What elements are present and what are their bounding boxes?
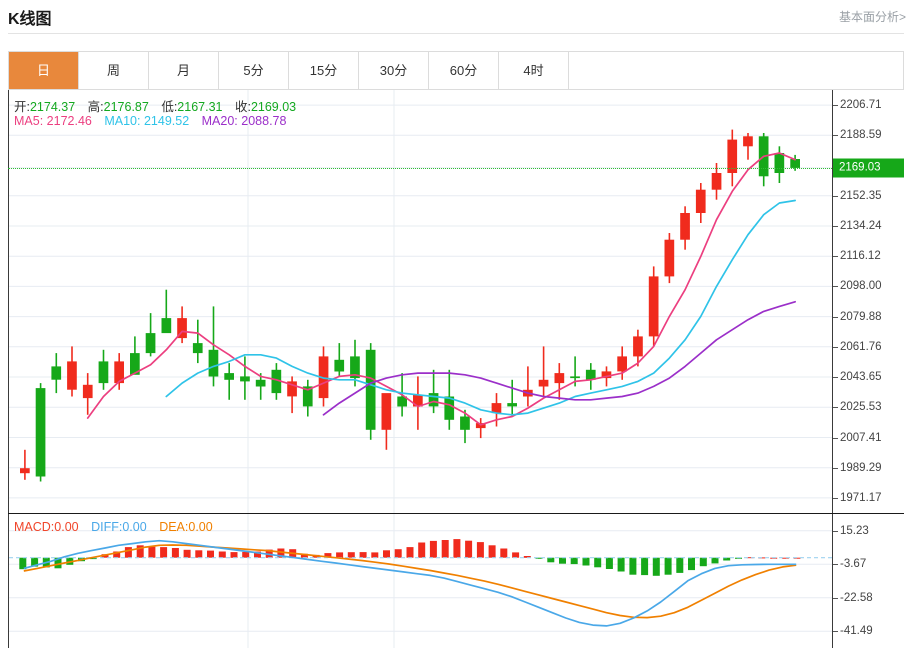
low-label: 低: xyxy=(161,100,178,114)
price-axis-tick xyxy=(833,195,838,197)
ma20-label: MA20: xyxy=(201,114,238,128)
page-title: K线图 xyxy=(8,11,52,28)
price-axis-label: 2007.41 xyxy=(840,431,882,444)
tab-6[interactable]: 60分 xyxy=(429,52,499,89)
price-axis-tick xyxy=(833,437,838,439)
fundamental-analysis-link[interactable]: 基本面分析> xyxy=(838,10,906,24)
macd-axis-tick xyxy=(833,631,838,633)
price-axis-label: 2098.00 xyxy=(840,280,882,293)
price-axis-divider xyxy=(832,90,833,513)
macd-axis-label: -22.58 xyxy=(840,591,873,604)
macd-chart-panel[interactable] xyxy=(8,514,904,648)
ma10-value: 2149.52 xyxy=(143,114,190,128)
macd-legend: MACD:0.00 DIFF:0.00 DEA:0.00 xyxy=(14,520,213,534)
dea-value: 0.00 xyxy=(188,520,213,534)
macd-axis-label: 15.23 xyxy=(840,524,869,537)
tab-3[interactable]: 5分 xyxy=(219,52,289,89)
price-axis-label: 2134.24 xyxy=(840,220,882,232)
macd-axis-tick xyxy=(833,564,838,566)
low-value: 2167.31 xyxy=(177,100,223,114)
last-price-badge: 2169.03 xyxy=(833,158,904,178)
tab-0[interactable]: 日 xyxy=(9,52,79,89)
tab-label: 日 xyxy=(36,63,50,78)
panel-divider xyxy=(8,513,904,514)
price-axis-tick xyxy=(833,377,838,378)
ma20-value: 2088.78 xyxy=(241,114,287,128)
price-axis-label: 2043.65 xyxy=(840,371,882,383)
price-axis-label: 2188.59 xyxy=(840,129,882,142)
close-label: 收: xyxy=(234,100,251,114)
price-axis-label: 2079.88 xyxy=(840,310,882,323)
price-axis-label: 2116.12 xyxy=(840,250,881,263)
price-axis-label: 2152.35 xyxy=(840,189,882,202)
diff-label: DIFF: xyxy=(91,520,123,534)
tab-label: 30分 xyxy=(379,63,408,78)
tab-1[interactable]: 周 xyxy=(79,52,149,89)
price-axis-tick xyxy=(833,286,838,288)
price-axis-tick xyxy=(833,135,838,137)
macd-axis-tick xyxy=(833,597,838,599)
price-axis-label: 2061.76 xyxy=(840,340,882,353)
tab-4[interactable]: 15分 xyxy=(289,52,359,89)
price-axis-label: 2025.53 xyxy=(840,401,882,414)
dea-label: DEA: xyxy=(159,520,189,534)
price-axis-tick xyxy=(833,407,838,409)
ma-legend: MA5: 2172.46 MA10: 2149.52 MA20: 2088.78 xyxy=(14,114,286,128)
price-axis-tick xyxy=(833,226,838,227)
price-axis-tick xyxy=(833,467,838,469)
price-axis-tick xyxy=(833,105,838,107)
ma10-label: MA10: xyxy=(104,114,141,128)
macd-svg xyxy=(9,514,833,648)
tab-label: 15分 xyxy=(309,63,338,78)
ohlc-legend: 开:2174.37 高:2176.87 低:2167.31 收:2169.03 xyxy=(14,96,296,115)
tab-2[interactable]: 月 xyxy=(149,52,219,89)
close-value: 2169.03 xyxy=(250,100,297,114)
diff-value: 0.00 xyxy=(122,520,147,534)
ma5-label: MA5: xyxy=(14,114,44,128)
price-axis-label: 1989.29 xyxy=(840,461,882,474)
tab-label: 5分 xyxy=(243,63,264,78)
price-axis-tick xyxy=(833,316,838,318)
tab-filler xyxy=(569,52,903,89)
price-axis-label: 2206.71 xyxy=(840,99,882,112)
high-value: 2176.87 xyxy=(103,100,149,114)
macd-axis-label: -3.67 xyxy=(840,558,867,571)
macd-value: 0.00 xyxy=(54,520,79,534)
high-label: 高: xyxy=(87,100,104,114)
open-value: 2174.37 xyxy=(29,100,76,114)
period-tab-bar: 日 周 月 5分 15分 30分 60分 4时 xyxy=(8,51,904,90)
ma5-value: 2172.46 xyxy=(46,114,92,128)
price-chart-panel[interactable] xyxy=(8,90,904,513)
price-axis-label: 1971.17 xyxy=(840,491,882,504)
last-price-line xyxy=(8,167,840,169)
price-axis-tick xyxy=(833,497,838,499)
tab-label: 周 xyxy=(106,63,120,78)
macd-axis-divider xyxy=(832,514,833,648)
macd-axis-label: -41.49 xyxy=(840,625,873,638)
price-axis-tick xyxy=(833,256,838,258)
tab-label: 60分 xyxy=(449,63,478,78)
open-label: 开: xyxy=(14,100,30,114)
macd-axis-tick xyxy=(833,530,838,532)
header-divider xyxy=(8,33,904,34)
tab-label: 月 xyxy=(176,63,190,78)
tab-label: 4时 xyxy=(523,63,544,78)
tab-7[interactable]: 4时 xyxy=(499,52,569,89)
candlestick-svg xyxy=(9,90,833,513)
tab-5[interactable]: 30分 xyxy=(359,52,429,89)
price-axis-tick xyxy=(833,346,838,348)
macd-label: MACD: xyxy=(14,520,55,534)
widget-header: K线图 基本面分析> xyxy=(0,0,912,34)
